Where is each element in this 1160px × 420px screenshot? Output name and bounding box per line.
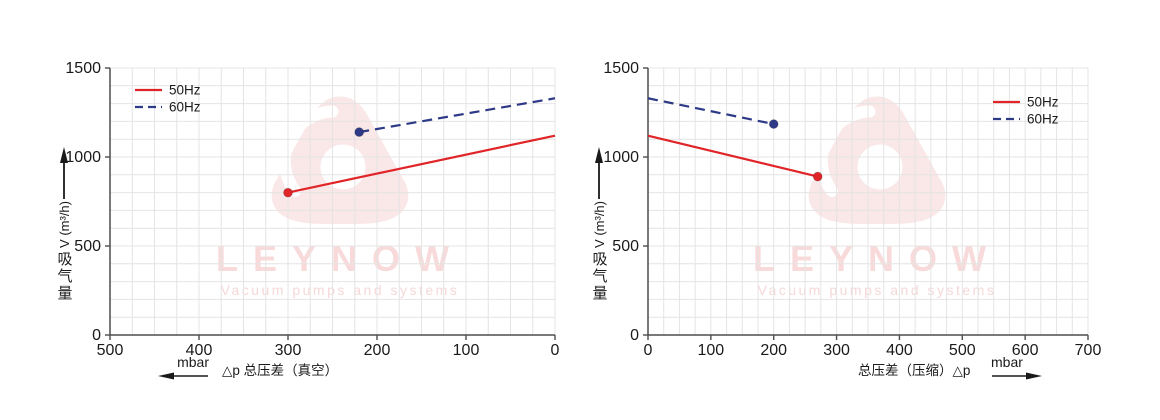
svg-text:700: 700 <box>1075 342 1102 359</box>
x-axis-label: △p 总压差（真空） <box>222 363 339 378</box>
svg-text:1000: 1000 <box>603 149 639 166</box>
y-axis-unit-label: V (m³/h) <box>591 201 607 248</box>
y-axis-label: V (m³/h) 吸气量 <box>585 146 613 302</box>
left-arrow-icon <box>158 372 208 380</box>
svg-text:1500: 1500 <box>65 60 101 77</box>
svg-text:0: 0 <box>551 342 560 359</box>
x-axis-unit-group: mbar <box>157 355 209 380</box>
svg-text:1000: 1000 <box>65 149 101 166</box>
svg-text:200: 200 <box>364 342 391 359</box>
up-arrow-icon <box>60 147 68 199</box>
compression-flow-chart: LEYNOW Vacuum pumps and systems 0 100 200 3… <box>580 0 1160 420</box>
svg-text:50Hz: 50Hz <box>169 83 201 98</box>
svg-text:60Hz: 60Hz <box>1027 112 1059 127</box>
svg-text:100: 100 <box>698 342 725 359</box>
compression-chart-plot: 0 100 200 300 400 500 600 700 0 500 1000 1500 50Hz 60… <box>603 60 1102 359</box>
svg-text:60Hz: 60Hz <box>169 100 201 115</box>
x-axis-unit-label: mbar <box>991 354 1023 370</box>
up-arrow-icon <box>595 147 603 199</box>
svg-text:0: 0 <box>630 327 639 344</box>
y-axis-cjk-label: 吸气量 <box>590 250 608 302</box>
svg-text:500: 500 <box>949 342 976 359</box>
x-axis-label: 总压差（压缩）△p <box>858 363 971 378</box>
svg-text:500: 500 <box>612 238 639 255</box>
svg-text:100: 100 <box>453 342 480 359</box>
y-axis-unit-label: V (m³/h) <box>56 201 72 248</box>
y-axis-label: V (m³/h) 吸气量 <box>50 146 78 302</box>
vacuum-flow-chart: LEYNOW Vacuum pumps and systems 500 400 30… <box>50 60 560 380</box>
svg-text:400: 400 <box>186 342 213 359</box>
svg-text:50Hz: 50Hz <box>1027 95 1059 110</box>
svg-text:1500: 1500 <box>603 60 639 77</box>
x-axis-unit-group: mbar <box>991 355 1043 380</box>
svg-text:400: 400 <box>886 342 913 359</box>
right-arrow-icon <box>992 372 1042 380</box>
svg-text:500: 500 <box>74 238 101 255</box>
svg-text:0: 0 <box>92 327 101 344</box>
svg-text:0: 0 <box>644 342 653 359</box>
y-axis-cjk-label: 吸气量 <box>55 250 73 302</box>
svg-text:200: 200 <box>760 342 787 359</box>
svg-text:300: 300 <box>275 342 302 359</box>
x-axis-unit-label: mbar <box>177 354 209 370</box>
svg-text:500: 500 <box>97 342 124 359</box>
svg-text:300: 300 <box>823 342 850 359</box>
svg-text:600: 600 <box>1012 342 1039 359</box>
